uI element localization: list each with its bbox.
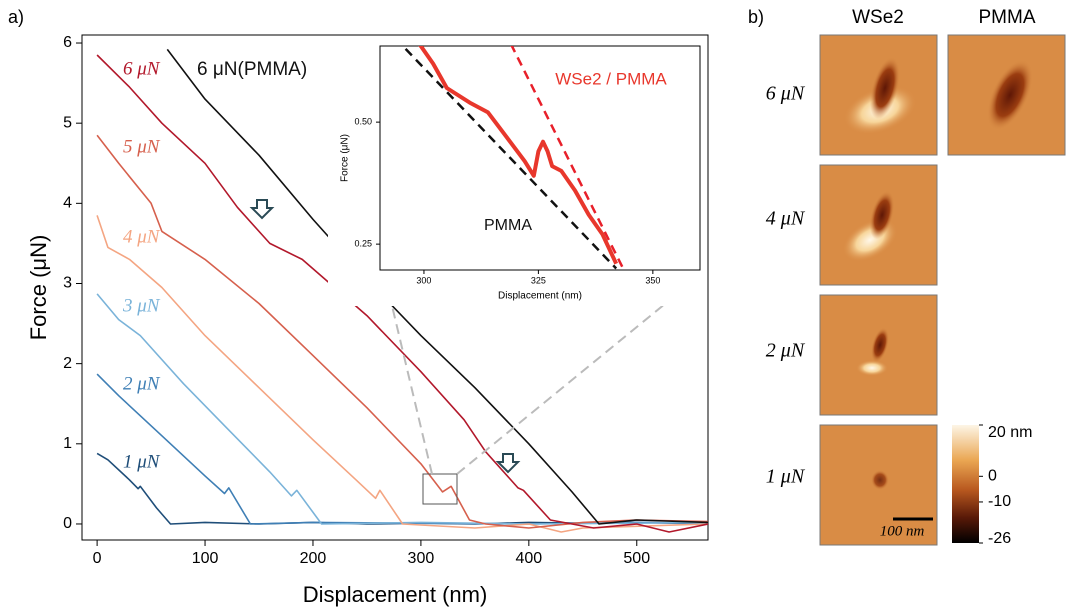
zoom-box bbox=[422, 473, 458, 505]
panel-label: b) bbox=[748, 7, 764, 27]
series-label: 3 μN bbox=[122, 295, 161, 316]
colorbar-tick-label: -26 bbox=[988, 530, 1011, 547]
x-tick-label: 500 bbox=[623, 550, 650, 567]
x-axis-label: Displacement (nm) bbox=[303, 582, 488, 607]
colorbar bbox=[952, 425, 979, 543]
y-axis-label: Force (μN) bbox=[26, 235, 51, 341]
data-line bbox=[96, 373, 708, 525]
series-label: 1 μN bbox=[123, 451, 161, 472]
x-tick-label: 300 bbox=[416, 276, 431, 286]
zoom-connector bbox=[383, 271, 433, 475]
data-line bbox=[96, 215, 708, 533]
data-line bbox=[510, 46, 625, 270]
panel-label: a) bbox=[8, 7, 24, 27]
data-line bbox=[96, 293, 708, 525]
y-tick-label: 1 bbox=[63, 435, 72, 452]
data-line bbox=[96, 134, 708, 529]
y-tick-label: 6 bbox=[63, 34, 72, 51]
data-line bbox=[96, 54, 708, 533]
data-line bbox=[404, 48, 618, 270]
row-label: 1 μN bbox=[766, 466, 806, 488]
x-tick-label: 200 bbox=[300, 550, 327, 567]
scale-bar-label: 100 nm bbox=[880, 523, 925, 539]
arrow-marker bbox=[249, 199, 275, 220]
row-label: 6 μN bbox=[766, 83, 806, 105]
series-label: 6 μN(PMMA) bbox=[197, 59, 307, 80]
plot-frame bbox=[81, 34, 709, 541]
x-tick-label: 325 bbox=[531, 276, 546, 286]
y-tick-label: 0.50 bbox=[354, 117, 372, 127]
x-tick-label: 350 bbox=[645, 276, 660, 286]
colorbar-tick-label: 20 nm bbox=[988, 424, 1032, 441]
x-tick-label: 100 bbox=[192, 550, 219, 567]
afm-image bbox=[947, 34, 1066, 156]
y-axis-label: Force (μN) bbox=[340, 134, 351, 182]
series-label: 6 μN bbox=[123, 58, 161, 79]
series-label: PMMA bbox=[484, 217, 532, 234]
series-label: 4 μN bbox=[123, 226, 161, 247]
x-tick-label: 400 bbox=[515, 550, 542, 567]
data-line bbox=[418, 46, 619, 265]
data-line bbox=[96, 452, 708, 525]
series-label: WSe2 / PMMA bbox=[555, 69, 667, 88]
x-axis-label: Displacement (nm) bbox=[498, 291, 582, 302]
afm-image bbox=[819, 164, 938, 286]
y-tick-label: 0 bbox=[63, 515, 72, 532]
row-label: 4 μN bbox=[766, 208, 806, 230]
inset-background bbox=[328, 38, 706, 306]
x-tick-label: 300 bbox=[408, 550, 435, 567]
y-tick-label: 4 bbox=[63, 195, 72, 212]
series-label: 2 μN bbox=[123, 373, 161, 394]
data-line bbox=[166, 48, 708, 525]
arrow-marker bbox=[495, 453, 521, 474]
colorbar-tick-label: -10 bbox=[988, 493, 1011, 510]
row-label: 2 μN bbox=[766, 340, 806, 362]
colorbar-tick-label: 0 bbox=[988, 468, 997, 485]
afm-image bbox=[819, 424, 938, 546]
column-label: PMMA bbox=[979, 7, 1036, 28]
afm-panel: WSe2 PMMA 6 μN 4 μN 2 μN 1 μN 100 nm bbox=[766, 7, 1066, 546]
afm-image bbox=[819, 34, 938, 156]
y-tick-label: 5 bbox=[63, 114, 72, 131]
y-tick-label: 0.25 bbox=[354, 239, 372, 249]
y-tick-label: 3 bbox=[63, 275, 72, 292]
y-tick-label: 2 bbox=[63, 355, 72, 372]
plot-frame bbox=[379, 45, 701, 271]
afm-image bbox=[819, 294, 938, 416]
x-tick-label: 0 bbox=[93, 550, 102, 567]
column-label: WSe2 bbox=[852, 7, 904, 28]
series-label: 5 μN bbox=[123, 136, 161, 157]
